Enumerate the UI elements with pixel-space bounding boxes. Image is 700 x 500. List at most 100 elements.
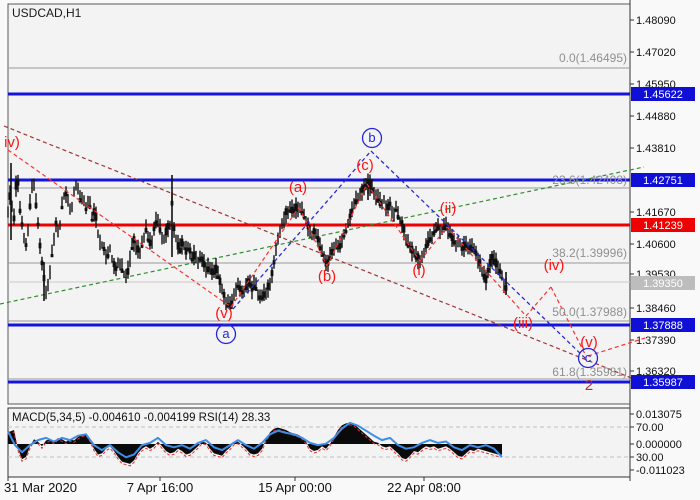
- candle-body: [18, 208, 22, 214]
- price-badge: [631, 218, 695, 232]
- candle-body: [36, 222, 40, 226]
- candle-body: [432, 231, 436, 236]
- candle-body: [14, 181, 18, 190]
- fib-level-label: 38.2(1.39996): [552, 246, 627, 260]
- candle-body: [20, 222, 24, 227]
- candle-body: [140, 244, 144, 248]
- price-badge: [631, 173, 695, 187]
- candle-body: [12, 215, 16, 222]
- red-wave-line-dashed: [7, 149, 232, 308]
- candle-body: [240, 290, 244, 295]
- candle-body: [484, 275, 488, 284]
- candle-body: [290, 206, 294, 214]
- candle-body: [306, 221, 310, 230]
- fib-level-label: 50.0(1.37988): [552, 305, 627, 319]
- candle-body: [136, 245, 140, 253]
- wave-circle: [577, 347, 599, 369]
- candle-body: [176, 242, 180, 250]
- price-badge: [631, 318, 695, 332]
- indicator-axis-label: 0.013075: [636, 409, 682, 421]
- red-wave-line-dashed: [366, 183, 421, 262]
- wave-circle: [361, 127, 383, 149]
- candle-body: [64, 190, 68, 197]
- candle-body: [158, 227, 162, 233]
- indicator-axis-label: 0.000000: [636, 439, 682, 451]
- red-wave-line-dashed: [550, 286, 587, 357]
- price-axis-label: 1.37390: [636, 335, 676, 347]
- candle-body: [462, 241, 466, 251]
- price-axis-label: 1.40600: [636, 239, 676, 251]
- candle-body: [112, 261, 116, 267]
- candle-body: [426, 240, 430, 246]
- candle-body: [154, 220, 158, 227]
- candle-body: [354, 199, 358, 205]
- wave-label: 2: [585, 377, 593, 394]
- candle-body: [434, 229, 438, 233]
- candle-body: [238, 286, 242, 292]
- candle-body: [230, 300, 234, 306]
- candle-body: [106, 254, 110, 258]
- red-wave-line-dashed: [230, 206, 300, 308]
- wave-label: (i): [412, 262, 425, 279]
- macd-histogram-area: [8, 422, 502, 464]
- indicator-axis-label: -0.011023: [636, 465, 685, 477]
- red-wave-line-dashed: [298, 206, 328, 267]
- candle-body: [292, 208, 296, 214]
- red-wave-line-dashed: [326, 183, 368, 267]
- wave-label: (iii): [513, 315, 533, 332]
- candle-body: [90, 218, 94, 222]
- candle-body: [312, 228, 316, 235]
- candle-body: [350, 208, 354, 214]
- price-badge-label: 1.35987: [643, 377, 683, 389]
- wave-label: (b): [318, 268, 336, 285]
- red-wave-line-dashed: [446, 226, 527, 317]
- candle-body: [388, 201, 392, 207]
- candle-body: [284, 208, 288, 216]
- candle-body: [348, 213, 352, 221]
- red-wave-line-dashed: [525, 286, 552, 317]
- candle-body: [342, 235, 346, 238]
- wave-circled-letter: a: [222, 326, 230, 341]
- candle-body: [414, 254, 418, 260]
- candle-body: [236, 284, 240, 289]
- candle-body: [302, 216, 306, 219]
- wave-label: (v): [215, 305, 233, 322]
- candle-body: [464, 244, 468, 250]
- wave-circled-letter: c: [585, 350, 592, 365]
- candle-body: [34, 202, 38, 208]
- candle-body: [54, 220, 58, 226]
- date-axis-label: 7 Apr 16:00: [127, 480, 194, 495]
- candle-body: [406, 243, 410, 248]
- candle-body: [190, 258, 194, 262]
- candle-body: [460, 246, 464, 251]
- candle-body: [24, 243, 28, 247]
- price-badge-label: 1.42751: [643, 175, 683, 187]
- candle-body: [146, 238, 150, 242]
- rsi-line: [7, 421, 503, 459]
- candle-body: [60, 205, 64, 210]
- candle-body: [166, 223, 170, 230]
- candle-body: [248, 282, 252, 287]
- wave-circled-letter: b: [368, 130, 375, 145]
- candle-body: [362, 184, 366, 191]
- wave-label: (ii): [440, 200, 457, 217]
- candle-body: [316, 236, 320, 243]
- price-axis-label: 1.43810: [636, 143, 676, 155]
- candle-body: [424, 243, 428, 249]
- red-wave-line-dashed: [587, 337, 646, 357]
- candle-body: [364, 183, 368, 188]
- candle-body: [178, 247, 182, 253]
- candle-body: [360, 186, 364, 193]
- candle-body: [188, 247, 192, 254]
- candle-body: [330, 248, 334, 255]
- wave-label: (iv): [544, 257, 565, 274]
- wave-label: iv): [4, 134, 20, 151]
- price-badge-label: 1.45622: [643, 89, 683, 101]
- candle-body: [272, 260, 276, 265]
- price-axis-label: 1.48090: [636, 15, 676, 27]
- wave-label: (c): [356, 157, 374, 174]
- candle-body: [84, 207, 88, 211]
- candle-body: [260, 296, 264, 300]
- date-axis-label: 31 Mar 2020: [4, 480, 77, 495]
